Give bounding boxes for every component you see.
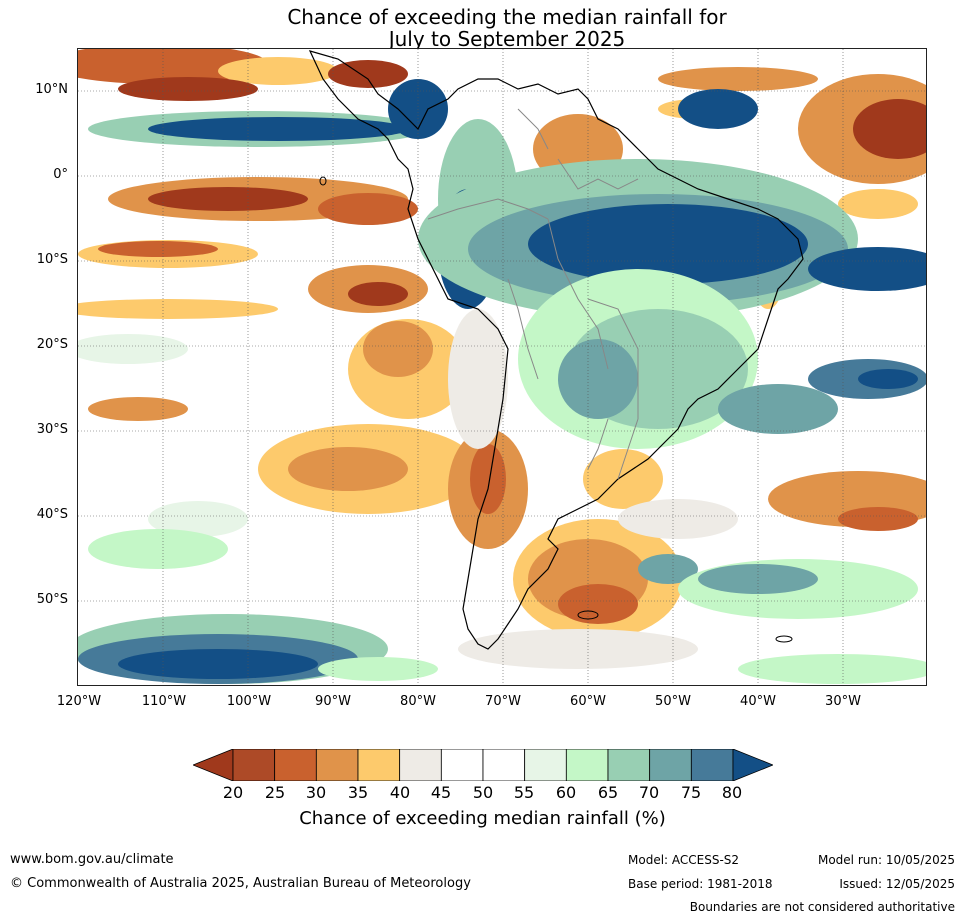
colorbar-label: Chance of exceeding median rainfall (%) bbox=[299, 808, 666, 829]
lon-label: 30°W bbox=[825, 694, 861, 709]
lat-label: 20°S bbox=[36, 337, 68, 352]
lon-label: 80°W bbox=[400, 694, 436, 709]
lat-label: 30°S bbox=[36, 422, 68, 437]
graticule bbox=[78, 49, 926, 685]
lon-label: 60°W bbox=[570, 694, 606, 709]
colorbar-swatch bbox=[357, 749, 401, 781]
lon-label: 40°W bbox=[740, 694, 776, 709]
colorbar-extend-low bbox=[193, 749, 234, 781]
colorbar-tick: 60 bbox=[555, 783, 577, 802]
lat-label: 50°S bbox=[36, 592, 68, 607]
colorbar-extend-high bbox=[732, 749, 773, 781]
lon-label: 70°W bbox=[485, 694, 521, 709]
south-america-coastline bbox=[308, 50, 804, 650]
colorbar-tick: 80 bbox=[721, 783, 743, 802]
colorbar-tick: 50 bbox=[472, 783, 494, 802]
colorbar-tick: 30 bbox=[305, 783, 327, 802]
colorbar-swatch bbox=[232, 749, 276, 781]
lon-label: 90°W bbox=[315, 694, 351, 709]
model-text: Model: ACCESS-S2 bbox=[628, 853, 740, 867]
lon-label: 50°W bbox=[655, 694, 691, 709]
colorbar-tick: 35 bbox=[347, 783, 369, 802]
lat-label: 0° bbox=[53, 167, 68, 182]
lon-label: 120°W bbox=[56, 694, 102, 709]
rainfall-map bbox=[77, 48, 927, 686]
issued-text: Issued: 12/05/2025 bbox=[839, 877, 955, 891]
colorbar-tick: 45 bbox=[430, 783, 452, 802]
colorbar bbox=[193, 749, 773, 781]
colorbar-tick: 55 bbox=[513, 783, 535, 802]
base-period-text: Base period: 1981-2018 bbox=[628, 877, 773, 891]
model-run-text: Model run: 10/05/2025 bbox=[817, 853, 955, 867]
colorbar-swatch bbox=[440, 749, 484, 781]
map-canvas bbox=[78, 49, 926, 685]
dry-anomaly-regions bbox=[78, 49, 926, 639]
copyright-text: © Commonwealth of Australia 2025, Austra… bbox=[10, 876, 471, 891]
lat-label: 10°S bbox=[36, 252, 68, 267]
colorbar-swatch bbox=[607, 749, 651, 781]
colorbar-tick: 70 bbox=[638, 783, 660, 802]
colorbar-swatch bbox=[565, 749, 609, 781]
colorbar-tick: 20 bbox=[222, 783, 244, 802]
chart-title-line2: July to September 2025 bbox=[388, 27, 626, 51]
colorbar-swatch bbox=[524, 749, 567, 781]
colorbar-swatch bbox=[649, 749, 692, 781]
colorbar-tick: 25 bbox=[264, 783, 286, 802]
colorbar-swatch bbox=[690, 749, 734, 781]
chart-title-line1: Chance of exceeding the median rainfall … bbox=[287, 5, 727, 29]
colorbar-tick: 40 bbox=[389, 783, 411, 802]
lat-label: 40°S bbox=[36, 507, 68, 522]
lon-label: 100°W bbox=[226, 694, 272, 709]
neutral-regions bbox=[448, 309, 738, 669]
disclaimer-text: Boundaries are not considered authoritat… bbox=[689, 900, 955, 914]
colorbar-swatch bbox=[315, 749, 359, 781]
colorbar-tick: 75 bbox=[680, 783, 702, 802]
country-borders bbox=[427, 108, 639, 480]
islands bbox=[319, 176, 793, 643]
lon-label: 110°W bbox=[141, 694, 187, 709]
colorbar-tick: 65 bbox=[597, 783, 619, 802]
website-text: www.bom.gov.au/climate bbox=[10, 852, 174, 867]
colorbar-swatch bbox=[482, 749, 526, 781]
wet-anomaly-regions bbox=[78, 79, 926, 684]
colorbar-swatch bbox=[399, 749, 442, 781]
colorbar-swatch bbox=[274, 749, 317, 781]
lat-label: 10°N bbox=[35, 82, 68, 97]
